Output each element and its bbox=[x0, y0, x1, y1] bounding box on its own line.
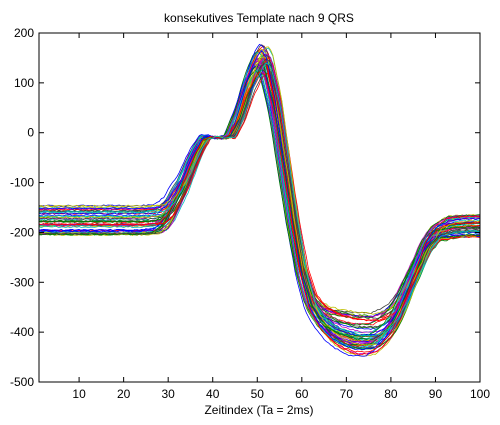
series-line bbox=[39, 54, 480, 341]
y-tick-label: -300 bbox=[10, 275, 34, 289]
series-line bbox=[39, 47, 480, 343]
x-tick-label: 40 bbox=[206, 387, 220, 401]
series-line bbox=[39, 69, 480, 341]
x-tick-label: 20 bbox=[117, 387, 131, 401]
series-line bbox=[39, 70, 480, 337]
x-tick-label: 30 bbox=[162, 387, 176, 401]
series-line bbox=[39, 68, 480, 334]
y-tick-label: -100 bbox=[10, 176, 34, 190]
series-line bbox=[39, 60, 480, 346]
y-tick-label: 200 bbox=[14, 26, 34, 40]
ticks-layer: 10 20 30 40 50 60 70 80 90 100 200 100 0 -100 -200 -300… bbox=[10, 26, 490, 401]
x-tick-label: 60 bbox=[295, 387, 309, 401]
series-line bbox=[39, 49, 480, 351]
series-line bbox=[39, 51, 480, 347]
series-line bbox=[39, 54, 480, 333]
x-tick-label: 50 bbox=[251, 387, 265, 401]
series-line bbox=[39, 58, 480, 344]
series-line bbox=[39, 46, 480, 346]
series-line bbox=[39, 57, 480, 345]
series-line bbox=[39, 60, 480, 347]
x-axis-label: Zeitindex (Ta = 2ms) bbox=[204, 403, 313, 417]
series-line bbox=[39, 56, 480, 338]
series-line bbox=[39, 59, 480, 340]
series-line bbox=[39, 48, 480, 342]
series-line bbox=[39, 72, 480, 337]
series-line bbox=[39, 45, 480, 356]
chart-title: konsekutives Template nach 9 QRS bbox=[164, 11, 354, 25]
series-line bbox=[39, 60, 480, 343]
series-line bbox=[39, 51, 480, 350]
y-tick-label: -500 bbox=[10, 375, 34, 389]
series-line bbox=[39, 51, 480, 349]
y-tick-label: 100 bbox=[14, 76, 34, 90]
series-line bbox=[39, 48, 480, 355]
series-line bbox=[39, 64, 480, 343]
series-line bbox=[39, 58, 480, 343]
plot-frame bbox=[38, 32, 481, 383]
x-tick-label: 10 bbox=[72, 387, 86, 401]
x-tick-label: 80 bbox=[384, 387, 398, 401]
series-line bbox=[39, 71, 480, 353]
series-line bbox=[39, 61, 480, 339]
y-tick-label: -200 bbox=[10, 225, 34, 239]
series-line bbox=[39, 60, 480, 336]
series-line bbox=[39, 58, 480, 338]
y-tick-label: -400 bbox=[10, 325, 34, 339]
series-line bbox=[39, 70, 480, 336]
series-line bbox=[39, 59, 480, 338]
series-line bbox=[39, 63, 480, 336]
x-tick-label: 100 bbox=[470, 387, 490, 401]
series-line bbox=[39, 53, 480, 351]
series-line bbox=[39, 44, 480, 340]
series-line bbox=[39, 62, 480, 337]
series-layer bbox=[39, 43, 480, 357]
y-tick-label: 0 bbox=[27, 126, 34, 140]
x-tick-label: 70 bbox=[340, 387, 354, 401]
x-tick-label: 90 bbox=[429, 387, 443, 401]
